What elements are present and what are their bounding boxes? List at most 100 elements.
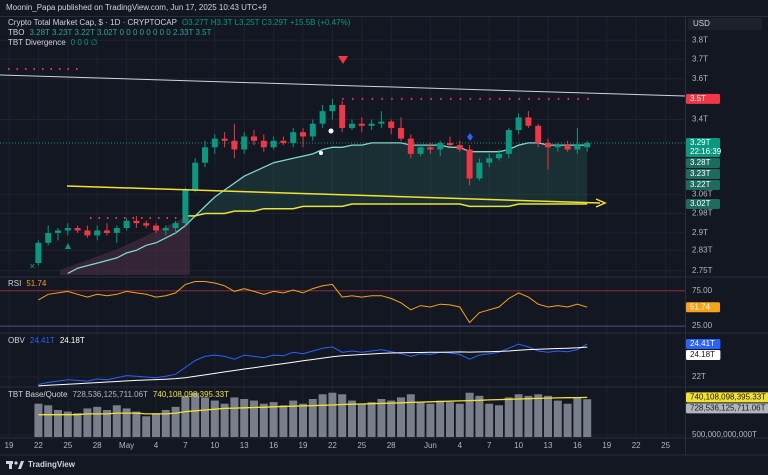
indicator-line — [67, 142, 588, 274]
legend-divergence: TBT Divergence — [8, 38, 66, 47]
volume-bar — [83, 408, 92, 437]
volume-bar — [328, 392, 337, 437]
currency-box — [688, 18, 762, 30]
x-tick-label: 19 — [299, 441, 308, 450]
volume-bar — [406, 394, 415, 437]
candle-body — [574, 145, 581, 150]
volume-bar — [573, 397, 582, 437]
volume-bar — [299, 403, 307, 437]
volume-bar — [524, 395, 533, 437]
volume-bar — [465, 392, 474, 437]
candle-body — [123, 220, 130, 229]
cloud-left — [60, 215, 190, 275]
candle-body — [309, 123, 316, 137]
volume-bar — [269, 402, 278, 437]
x-tick-label: 28 — [387, 441, 396, 450]
y-tick-label: 500,000,000,000T — [692, 430, 757, 439]
y-tick-label: 3.4T — [692, 115, 708, 124]
volume-bar — [377, 398, 386, 437]
x-tick-label: 13 — [240, 441, 249, 450]
arrow-line — [66, 185, 601, 204]
brand-logo — [6, 461, 24, 469]
volume-bar — [563, 403, 572, 437]
legend-tbo: TBO — [8, 28, 24, 37]
indicator-line — [38, 281, 588, 324]
x-tick-label: Jun — [424, 441, 437, 450]
candle-body — [45, 232, 52, 243]
countdown: 22:16:39 — [690, 147, 722, 156]
candle-body — [94, 230, 101, 236]
volume-bar — [544, 395, 552, 437]
volume-bar — [504, 397, 513, 437]
indicator-line — [38, 343, 588, 385]
y-tick-label: 3.7T — [692, 54, 708, 63]
x-tick-label: 16 — [269, 441, 278, 450]
plot — [0, 97, 685, 437]
candle-body — [388, 121, 395, 128]
price-badge-label: 3.22T — [690, 180, 711, 189]
candle-body — [349, 123, 355, 128]
y-tick-label: 22T — [692, 372, 706, 381]
price-badge — [686, 338, 721, 349]
x-tick-label: 25 — [661, 441, 670, 450]
candle-body — [104, 230, 110, 233]
candle-body — [241, 136, 248, 150]
volume-bar — [171, 406, 180, 437]
volume-bar — [122, 408, 131, 437]
candle-body — [427, 147, 434, 150]
candle-body — [515, 117, 522, 131]
volume-bar — [475, 395, 484, 437]
price-badge-label: 3.23T — [690, 169, 711, 178]
candle-body — [202, 147, 208, 163]
volume-bar — [181, 395, 190, 437]
candle-body — [64, 228, 71, 231]
volume-bar — [289, 400, 298, 437]
signal-marker: ✕ — [29, 262, 36, 271]
candle-body — [584, 142, 591, 148]
x-tick-label: May — [119, 441, 134, 450]
y-tick-label: 3.6T — [692, 74, 708, 83]
obv-value: 24.41T — [30, 336, 55, 345]
volume-bar — [259, 403, 268, 437]
volume-bar — [132, 411, 141, 437]
price-badge — [686, 168, 720, 179]
price-badge — [686, 349, 721, 360]
candle-body — [417, 147, 424, 154]
candle-body — [329, 104, 336, 112]
x-tick-label: 22 — [34, 441, 43, 450]
price-badge-label: 24.18T — [690, 350, 715, 359]
signal-marker — [467, 133, 473, 141]
x-tick-label: 22 — [328, 441, 337, 450]
volume-bar — [220, 403, 229, 437]
volume-bar — [112, 405, 121, 437]
y-tick-label: 2.9T — [692, 228, 708, 237]
volume-bar — [485, 403, 494, 437]
candle-body — [505, 130, 512, 154]
price-badge — [686, 403, 768, 414]
y-tick-label: 2.83T — [692, 245, 713, 254]
y-tick-label: 3.06T — [692, 190, 713, 199]
volume-bar — [161, 409, 170, 437]
signal-marker — [328, 128, 334, 134]
candle-body — [113, 228, 120, 233]
y-tick-label: 25.00 — [692, 321, 713, 330]
price-badge — [686, 157, 720, 168]
volume-bar — [387, 400, 396, 437]
candle-body — [251, 136, 257, 141]
x-tick-label: 22 — [632, 441, 641, 450]
price-badge-label: 3.5T — [690, 94, 706, 103]
price-badge-label: 51.74 — [690, 302, 711, 311]
x-tick-label: 7 — [487, 441, 492, 450]
candle-body — [319, 111, 326, 124]
volume-bar — [397, 397, 405, 437]
legend-symbol: Crypto Total Market Cap, $ · 1D · CRYPTO… — [8, 18, 177, 27]
candle-body — [270, 140, 277, 148]
candle-body — [339, 104, 346, 128]
candle-body — [172, 223, 179, 229]
volume-bar — [210, 400, 219, 437]
candle-body — [260, 140, 267, 148]
x-tick-label: 28 — [93, 441, 102, 450]
candle-body — [192, 162, 199, 190]
